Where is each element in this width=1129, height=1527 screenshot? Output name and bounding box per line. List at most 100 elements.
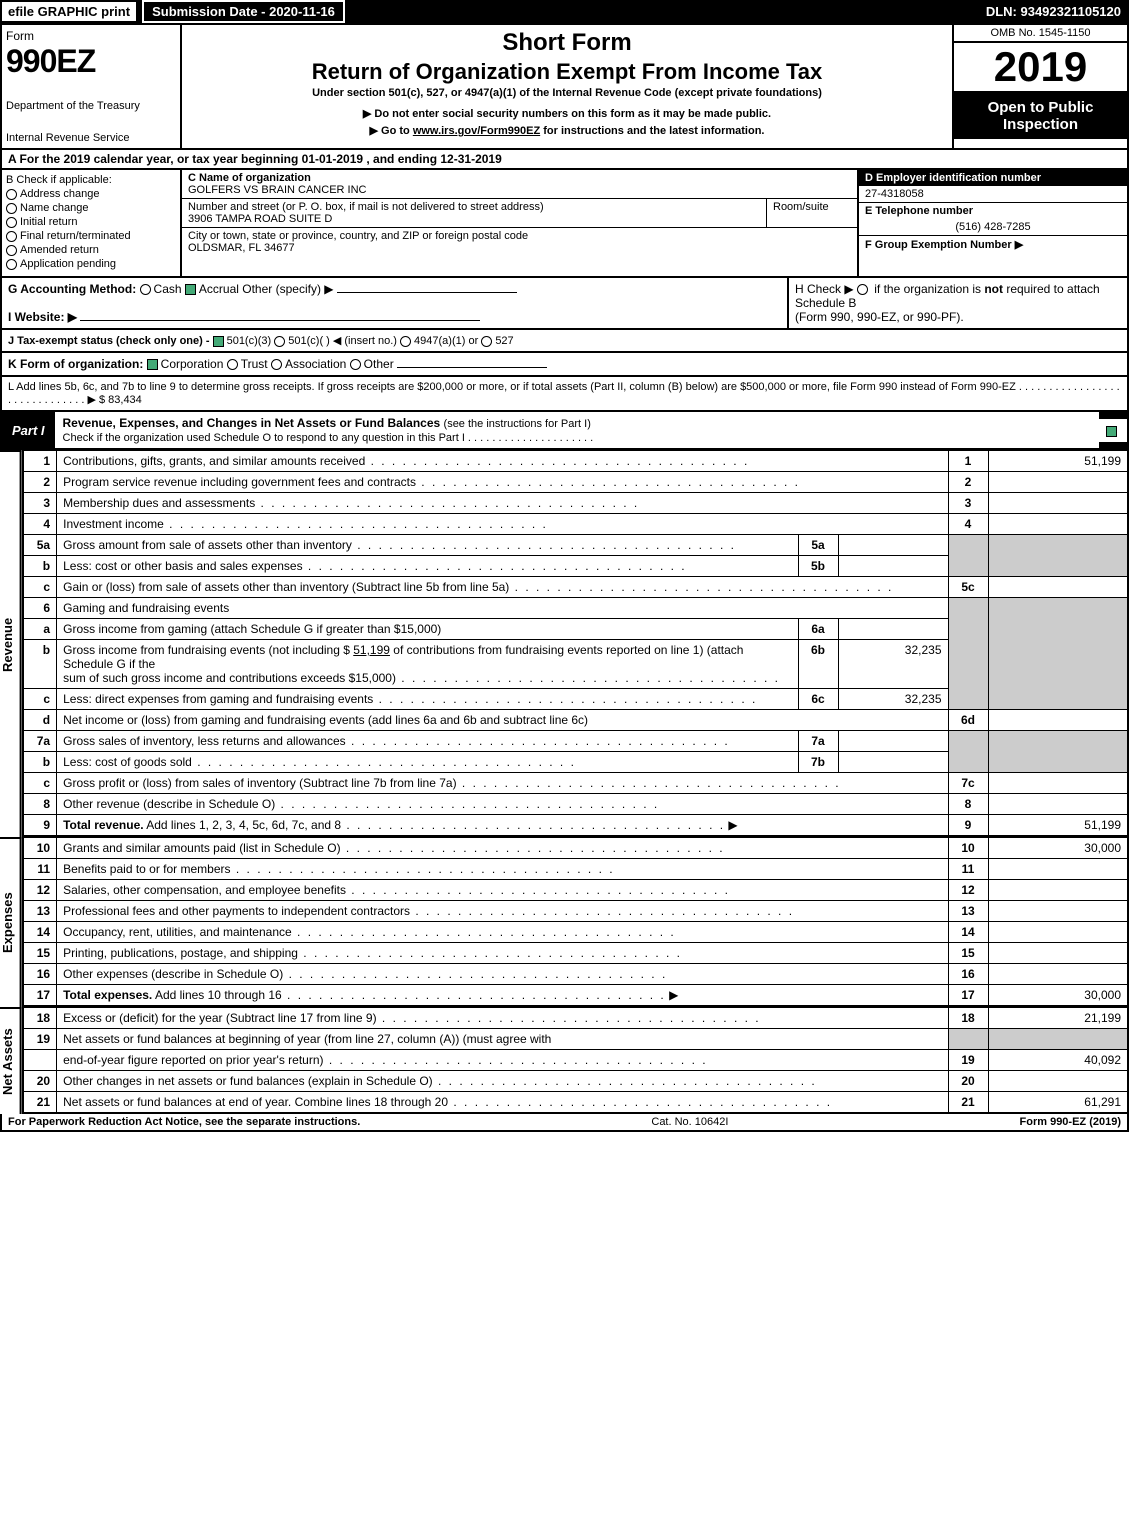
row-7a: 7aGross sales of inventory, less returns… [23, 731, 1128, 752]
period-row: A For the 2019 calendar year, or tax yea… [0, 150, 1129, 170]
row-19b: end-of-year figure reported on prior yea… [23, 1050, 1128, 1071]
row-17: 17Total expenses. Add lines 10 through 1… [23, 985, 1128, 1007]
goto-line: ▶ Go to www.irs.gov/Form990EZ for instru… [190, 124, 944, 137]
row-5a: 5aGross amount from sale of assets other… [23, 535, 1128, 556]
org-name: GOLFERS VS BRAIN CANCER INC [188, 184, 366, 196]
dln-label: DLN: 93492321105120 [978, 0, 1129, 23]
part-1-check[interactable] [1099, 419, 1127, 442]
box-b-title: B Check if applicable: [6, 174, 176, 186]
tel-value: (516) 428-7285 [859, 219, 1127, 235]
efile-print-button[interactable]: efile GRAPHIC print [0, 0, 138, 23]
street-address: 3906 TAMPA ROAD SUITE D [188, 213, 332, 225]
row-3: 3Membership dues and assessments3 [23, 493, 1128, 514]
chk-application-pending[interactable]: Application pending [6, 258, 176, 270]
radio-cash[interactable] [140, 284, 151, 295]
row-6d: dNet income or (loss) from gaming and fu… [23, 710, 1128, 731]
row-18: 18Excess or (deficit) for the year (Subt… [23, 1008, 1128, 1029]
form-header: Form 990EZ Department of the Treasury In… [0, 23, 1129, 150]
row-2: 2Program service revenue including gover… [23, 472, 1128, 493]
expenses-table: 10Grants and similar amounts paid (list … [22, 837, 1129, 1007]
row-6: 6Gaming and fundraising events [23, 598, 1128, 619]
radio-527[interactable] [481, 336, 492, 347]
revenue-table: 1Contributions, gifts, grants, and simil… [22, 450, 1129, 837]
radio-association[interactable] [271, 359, 282, 370]
row-21: 21Net assets or fund balances at end of … [23, 1092, 1128, 1114]
return-title: Return of Organization Exempt From Incom… [190, 59, 944, 85]
radio-4947[interactable] [400, 336, 411, 347]
room-suite-label: Room/suite [767, 199, 857, 227]
radio-sched-b[interactable] [857, 284, 868, 295]
revenue-side-label: Revenue [0, 450, 22, 837]
submission-date-button[interactable]: Submission Date - 2020-11-16 [142, 0, 345, 23]
row-11: 11Benefits paid to or for members11 [23, 859, 1128, 880]
city-value: OLDSMAR, FL 34677 [188, 242, 295, 254]
row-14: 14Occupancy, rent, utilities, and mainte… [23, 922, 1128, 943]
chk-address-change[interactable]: Address change [6, 188, 176, 200]
chk-accrual[interactable] [185, 284, 196, 295]
form-word: Form [6, 29, 176, 43]
form-number: 990EZ [6, 43, 176, 80]
gh-row: G Accounting Method: Cash Accrual Other … [0, 278, 1129, 330]
netassets-table: 18Excess or (deficit) for the year (Subt… [22, 1007, 1129, 1114]
ein-label: D Employer identification number [859, 170, 1127, 186]
chk-501c3[interactable] [213, 336, 224, 347]
chk-initial-return[interactable]: Initial return [6, 216, 176, 228]
row-13: 13Professional fees and other payments t… [23, 901, 1128, 922]
chk-corporation[interactable] [147, 359, 158, 370]
group-exemption-label: F Group Exemption Number ▶ [865, 239, 1023, 251]
expenses-side-label: Expenses [0, 837, 22, 1007]
line-g: G Accounting Method: Cash Accrual Other … [2, 278, 787, 328]
row-12: 12Salaries, other compensation, and empl… [23, 880, 1128, 901]
row-9: 9Total revenue. Add lines 1, 2, 3, 4, 5c… [23, 815, 1128, 837]
box-c-label: C Name of organization [188, 172, 311, 184]
line-h: H Check ▶ if the organization is not req… [787, 278, 1127, 328]
box-c: C Name of organization GOLFERS VS BRAIN … [182, 170, 857, 276]
row-15: 15Printing, publications, postage, and s… [23, 943, 1128, 964]
footer-right: Form 990-EZ (2019) [1020, 1116, 1121, 1128]
goto-post: for instructions and the latest informat… [540, 125, 764, 137]
dept-irs: Internal Revenue Service [6, 132, 176, 144]
radio-other-org[interactable] [350, 359, 361, 370]
addr-label: Number and street (or P. O. box, if mail… [188, 201, 544, 213]
header-left: Form 990EZ Department of the Treasury In… [2, 25, 182, 148]
open-to-public: Open to Public Inspection [954, 93, 1127, 139]
part-1-header: Part I Revenue, Expenses, and Changes in… [0, 412, 1129, 450]
chk-name-change[interactable]: Name change [6, 202, 176, 214]
radio-501c[interactable] [274, 336, 285, 347]
row-1: 1Contributions, gifts, grants, and simil… [23, 451, 1128, 472]
box-b: B Check if applicable: Address change Na… [2, 170, 182, 276]
line-j: J Tax-exempt status (check only one) - 5… [0, 330, 1129, 353]
tel-label: E Telephone number [865, 205, 973, 217]
expenses-section: Expenses 10Grants and similar amounts pa… [0, 837, 1129, 1007]
goto-link[interactable]: www.irs.gov/Form990EZ [413, 125, 540, 137]
row-16: 16Other expenses (describe in Schedule O… [23, 964, 1128, 985]
header-right: OMB No. 1545-1150 2019 Open to Public In… [952, 25, 1127, 148]
row-19a: 19Net assets or fund balances at beginni… [23, 1029, 1128, 1050]
top-bar: efile GRAPHIC print Submission Date - 20… [0, 0, 1129, 23]
netassets-side-label: Net Assets [0, 1007, 22, 1114]
city-label: City or town, state or province, country… [188, 230, 528, 242]
part-1-tab: Part I [2, 419, 55, 442]
radio-trust[interactable] [227, 359, 238, 370]
short-form-title: Short Form [190, 29, 944, 57]
line-l: L Add lines 5b, 6c, and 7b to line 9 to … [0, 377, 1129, 412]
row-4: 4Investment income4 [23, 514, 1128, 535]
netassets-section: Net Assets 18Excess or (deficit) for the… [0, 1007, 1129, 1114]
chk-final-return[interactable]: Final return/terminated [6, 230, 176, 242]
chk-amended-return[interactable]: Amended return [6, 244, 176, 256]
entity-block: B Check if applicable: Address change Na… [0, 170, 1129, 278]
ein-value: 27-4318058 [859, 186, 1127, 202]
box-d-e-f: D Employer identification number 27-4318… [857, 170, 1127, 276]
header-middle: Short Form Return of Organization Exempt… [182, 25, 952, 148]
row-5c: cGain or (loss) from sale of assets othe… [23, 577, 1128, 598]
goto-pre: ▶ Go to [370, 125, 413, 137]
dept-treasury: Department of the Treasury [6, 100, 176, 112]
footer-left: For Paperwork Reduction Act Notice, see … [8, 1116, 360, 1128]
under-section: Under section 501(c), 527, or 4947(a)(1)… [190, 87, 944, 99]
line-i-label: I Website: ▶ [8, 310, 77, 324]
row-7c: cGross profit or (loss) from sales of in… [23, 773, 1128, 794]
part-1-title: Revenue, Expenses, and Changes in Net As… [55, 412, 1099, 448]
do-not-enter: ▶ Do not enter social security numbers o… [190, 107, 944, 120]
row-8: 8Other revenue (describe in Schedule O)8 [23, 794, 1128, 815]
row-20: 20Other changes in net assets or fund ba… [23, 1071, 1128, 1092]
